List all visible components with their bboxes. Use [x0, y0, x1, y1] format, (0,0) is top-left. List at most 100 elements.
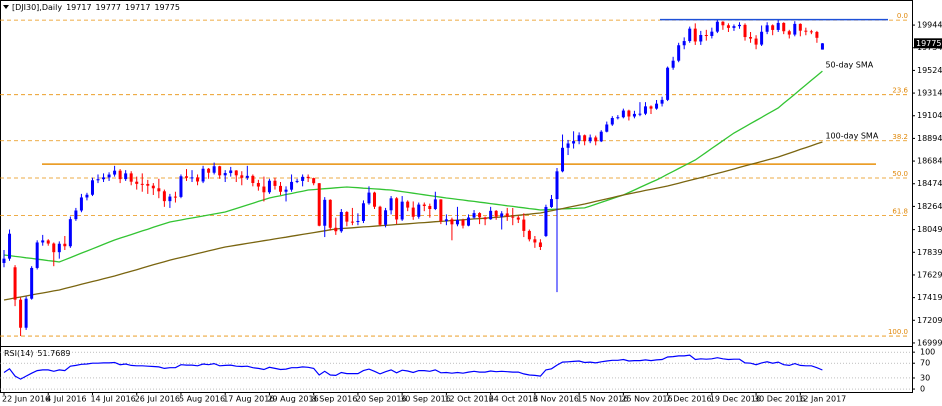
candle-body — [179, 176, 183, 197]
plot-frame — [0, 0, 913, 393]
fib-label: 50.0 — [892, 170, 908, 178]
y-tick-label: 18049 — [917, 225, 942, 234]
candle-body — [323, 199, 327, 226]
candle-body — [295, 180, 299, 182]
candle-body — [334, 227, 338, 232]
candle-body — [516, 217, 520, 220]
y-tick-label: 19104 — [917, 111, 942, 120]
candle-body — [555, 171, 559, 200]
candle-body — [373, 192, 377, 207]
candle-body — [339, 212, 343, 232]
candle-body — [798, 23, 802, 31]
candle-body — [229, 170, 233, 174]
fib-label: 0.0 — [897, 12, 908, 20]
header-high: 19777 — [96, 3, 121, 12]
candle-body — [693, 28, 697, 42]
candle-body — [732, 26, 736, 28]
candle-body — [660, 99, 664, 104]
candle-body — [52, 243, 56, 253]
fib-label: 38.2 — [892, 133, 908, 141]
candle-body — [63, 243, 67, 247]
candle-body — [113, 170, 117, 175]
candle-body — [771, 25, 775, 30]
candle-body — [527, 230, 531, 240]
candle-body — [356, 220, 360, 222]
candle-body — [467, 217, 471, 226]
candle-body — [350, 221, 354, 223]
candle-body — [367, 192, 371, 204]
candle-body — [173, 196, 177, 198]
candle-body — [378, 206, 382, 225]
y-tick-label: 17419 — [917, 293, 942, 302]
candle-body — [306, 176, 310, 179]
candle-body — [505, 213, 509, 217]
candle-body — [494, 210, 498, 217]
candle-body — [157, 188, 161, 192]
candle-body — [400, 201, 404, 220]
x-tick-label: 22 Jun 2016 — [2, 395, 50, 404]
y-tick-label: 18894 — [917, 134, 942, 143]
candle-body — [2, 258, 6, 263]
candle-body — [223, 173, 227, 176]
x-tick-label: 4 Jul 2016 — [46, 395, 86, 404]
candle-body — [478, 213, 482, 218]
rsi-line — [3, 354, 823, 380]
candle-body — [754, 38, 758, 45]
candle-body — [483, 217, 487, 220]
candle-body — [815, 31, 819, 38]
y-tick-label: 18684 — [917, 157, 942, 166]
candle-body — [234, 170, 238, 176]
candle-body — [472, 213, 476, 218]
rsi-tick-label: 0 — [920, 385, 925, 394]
x-tick-label: 20 Sep 2016 — [356, 395, 407, 404]
candle-body — [57, 243, 61, 253]
candle-body — [433, 199, 437, 209]
candle-body — [627, 110, 631, 117]
candle-body — [162, 191, 166, 202]
y-tick-label: 17209 — [917, 316, 942, 325]
x-tick-label: 29 Aug 2016 — [267, 395, 318, 404]
symbol: [DJI30],Daily — [12, 3, 62, 12]
candle-body — [544, 206, 548, 236]
candle-body — [682, 41, 686, 46]
candle-body — [439, 199, 443, 222]
candle-body — [196, 177, 200, 182]
rsi-tick-label: 70 — [920, 359, 930, 368]
candle-body — [256, 182, 260, 187]
candle-body — [8, 233, 12, 259]
candle-body — [726, 25, 730, 28]
candle-body — [135, 181, 139, 184]
last-price-label: 19775 — [916, 39, 941, 48]
candle-body — [301, 176, 305, 181]
candle-body — [96, 179, 100, 181]
candle-body — [428, 205, 432, 209]
candle-body — [190, 177, 194, 179]
candle-body — [107, 174, 111, 178]
candle-body — [201, 168, 205, 182]
candle-body — [776, 22, 780, 30]
candle-body — [129, 173, 133, 182]
candle-body — [632, 113, 636, 117]
candle-body — [118, 170, 122, 180]
candle-body — [704, 35, 708, 37]
fib-label: 61.8 — [892, 207, 908, 215]
last-price-box — [914, 38, 942, 49]
candle-body — [184, 176, 188, 178]
candle-body — [715, 21, 719, 32]
candle-body — [151, 185, 155, 189]
rsi-name: RSI(14) — [4, 349, 33, 358]
candle-body — [643, 106, 647, 114]
header-close: 19775 — [154, 3, 179, 12]
sma-line — [3, 141, 823, 301]
candle-body — [19, 299, 23, 328]
x-tick-label: 5 Aug 2016 — [179, 395, 225, 404]
candle-body — [455, 220, 459, 225]
candle-body — [566, 143, 570, 148]
candle-body — [765, 25, 769, 32]
header-open: 19717 — [66, 3, 91, 12]
rsi-value: 51.7689 — [37, 349, 70, 358]
candle-body — [273, 180, 277, 186]
candle-body — [85, 194, 89, 198]
candle-body — [262, 186, 266, 193]
